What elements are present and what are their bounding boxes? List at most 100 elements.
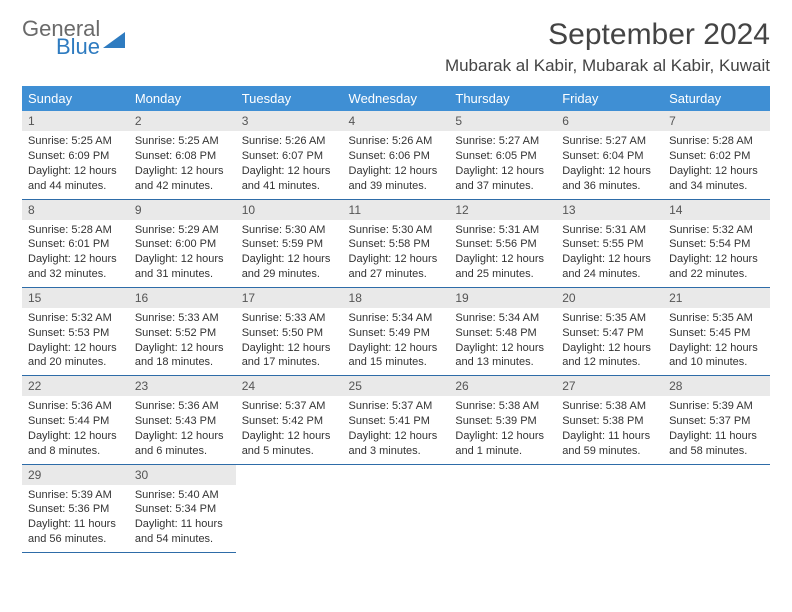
calendar-cell: 27Sunrise: 5:38 AMSunset: 5:38 PMDayligh… (556, 376, 663, 464)
day-info: Sunrise: 5:36 AMSunset: 5:43 PMDaylight:… (129, 396, 236, 463)
day-number: 12 (449, 200, 556, 220)
day-info: Sunrise: 5:39 AMSunset: 5:37 PMDaylight:… (663, 396, 770, 463)
day-info: Sunrise: 5:36 AMSunset: 5:44 PMDaylight:… (22, 396, 129, 463)
calendar-cell: 1Sunrise: 5:25 AMSunset: 6:09 PMDaylight… (22, 111, 129, 199)
calendar-cell: 18Sunrise: 5:34 AMSunset: 5:49 PMDayligh… (343, 287, 450, 375)
day-number: 28 (663, 376, 770, 396)
day-number: 5 (449, 111, 556, 131)
col-thursday: Thursday (449, 86, 556, 111)
day-info: Sunrise: 5:32 AMSunset: 5:53 PMDaylight:… (22, 308, 129, 375)
day-number: 15 (22, 288, 129, 308)
day-info: Sunrise: 5:27 AMSunset: 6:04 PMDaylight:… (556, 131, 663, 198)
calendar-cell: 21Sunrise: 5:35 AMSunset: 5:45 PMDayligh… (663, 287, 770, 375)
day-number: 29 (22, 465, 129, 485)
header: General Blue September 2024 Mubarak al K… (22, 18, 770, 76)
calendar-cell: 25Sunrise: 5:37 AMSunset: 5:41 PMDayligh… (343, 376, 450, 464)
day-info: Sunrise: 5:37 AMSunset: 5:41 PMDaylight:… (343, 396, 450, 463)
day-number: 20 (556, 288, 663, 308)
day-number: 25 (343, 376, 450, 396)
calendar-cell: 26Sunrise: 5:38 AMSunset: 5:39 PMDayligh… (449, 376, 556, 464)
logo-word2: Blue (56, 36, 100, 58)
calendar-cell: 29Sunrise: 5:39 AMSunset: 5:36 PMDayligh… (22, 464, 129, 552)
day-number: 4 (343, 111, 450, 131)
day-info: Sunrise: 5:28 AMSunset: 6:02 PMDaylight:… (663, 131, 770, 198)
day-number: 19 (449, 288, 556, 308)
day-info: Sunrise: 5:33 AMSunset: 5:50 PMDaylight:… (236, 308, 343, 375)
calendar-cell: 10Sunrise: 5:30 AMSunset: 5:59 PMDayligh… (236, 199, 343, 287)
calendar-cell: 2Sunrise: 5:25 AMSunset: 6:08 PMDaylight… (129, 111, 236, 199)
day-number: 22 (22, 376, 129, 396)
calendar-row: 1Sunrise: 5:25 AMSunset: 6:09 PMDaylight… (22, 111, 770, 199)
day-info: Sunrise: 5:29 AMSunset: 6:00 PMDaylight:… (129, 220, 236, 287)
day-number: 7 (663, 111, 770, 131)
calendar-cell: 16Sunrise: 5:33 AMSunset: 5:52 PMDayligh… (129, 287, 236, 375)
calendar-cell (449, 464, 556, 552)
day-info: Sunrise: 5:38 AMSunset: 5:39 PMDaylight:… (449, 396, 556, 463)
page-title: September 2024 (445, 18, 770, 52)
calendar-cell: 7Sunrise: 5:28 AMSunset: 6:02 PMDaylight… (663, 111, 770, 199)
day-number: 21 (663, 288, 770, 308)
day-info: Sunrise: 5:38 AMSunset: 5:38 PMDaylight:… (556, 396, 663, 463)
calendar-cell: 24Sunrise: 5:37 AMSunset: 5:42 PMDayligh… (236, 376, 343, 464)
calendar-row: 29Sunrise: 5:39 AMSunset: 5:36 PMDayligh… (22, 464, 770, 552)
calendar-row: 22Sunrise: 5:36 AMSunset: 5:44 PMDayligh… (22, 376, 770, 464)
calendar-row: 15Sunrise: 5:32 AMSunset: 5:53 PMDayligh… (22, 287, 770, 375)
day-number: 2 (129, 111, 236, 131)
col-tuesday: Tuesday (236, 86, 343, 111)
day-info: Sunrise: 5:30 AMSunset: 5:59 PMDaylight:… (236, 220, 343, 287)
col-monday: Monday (129, 86, 236, 111)
calendar-cell: 3Sunrise: 5:26 AMSunset: 6:07 PMDaylight… (236, 111, 343, 199)
day-info: Sunrise: 5:39 AMSunset: 5:36 PMDaylight:… (22, 485, 129, 552)
day-header-row: Sunday Monday Tuesday Wednesday Thursday… (22, 86, 770, 111)
day-number: 17 (236, 288, 343, 308)
day-number: 10 (236, 200, 343, 220)
day-info: Sunrise: 5:40 AMSunset: 5:34 PMDaylight:… (129, 485, 236, 552)
calendar-table: Sunday Monday Tuesday Wednesday Thursday… (22, 86, 770, 553)
day-info: Sunrise: 5:27 AMSunset: 6:05 PMDaylight:… (449, 131, 556, 198)
logo: General Blue (22, 18, 125, 58)
title-block: September 2024 Mubarak al Kabir, Mubarak… (445, 18, 770, 76)
day-number: 26 (449, 376, 556, 396)
calendar-cell: 20Sunrise: 5:35 AMSunset: 5:47 PMDayligh… (556, 287, 663, 375)
calendar-cell: 15Sunrise: 5:32 AMSunset: 5:53 PMDayligh… (22, 287, 129, 375)
day-info: Sunrise: 5:30 AMSunset: 5:58 PMDaylight:… (343, 220, 450, 287)
day-info: Sunrise: 5:33 AMSunset: 5:52 PMDaylight:… (129, 308, 236, 375)
day-number: 1 (22, 111, 129, 131)
calendar-cell: 12Sunrise: 5:31 AMSunset: 5:56 PMDayligh… (449, 199, 556, 287)
calendar-cell: 9Sunrise: 5:29 AMSunset: 6:00 PMDaylight… (129, 199, 236, 287)
calendar-cell: 13Sunrise: 5:31 AMSunset: 5:55 PMDayligh… (556, 199, 663, 287)
day-number: 6 (556, 111, 663, 131)
logo-triangle-icon (103, 30, 125, 48)
day-number: 16 (129, 288, 236, 308)
day-number: 13 (556, 200, 663, 220)
calendar-cell: 6Sunrise: 5:27 AMSunset: 6:04 PMDaylight… (556, 111, 663, 199)
calendar-cell: 28Sunrise: 5:39 AMSunset: 5:37 PMDayligh… (663, 376, 770, 464)
calendar-cell: 17Sunrise: 5:33 AMSunset: 5:50 PMDayligh… (236, 287, 343, 375)
day-info: Sunrise: 5:26 AMSunset: 6:06 PMDaylight:… (343, 131, 450, 198)
day-info: Sunrise: 5:31 AMSunset: 5:55 PMDaylight:… (556, 220, 663, 287)
day-info: Sunrise: 5:26 AMSunset: 6:07 PMDaylight:… (236, 131, 343, 198)
day-info: Sunrise: 5:37 AMSunset: 5:42 PMDaylight:… (236, 396, 343, 463)
calendar-cell: 14Sunrise: 5:32 AMSunset: 5:54 PMDayligh… (663, 199, 770, 287)
calendar-cell: 30Sunrise: 5:40 AMSunset: 5:34 PMDayligh… (129, 464, 236, 552)
day-number: 27 (556, 376, 663, 396)
calendar-row: 8Sunrise: 5:28 AMSunset: 6:01 PMDaylight… (22, 199, 770, 287)
day-number: 30 (129, 465, 236, 485)
calendar-cell: 19Sunrise: 5:34 AMSunset: 5:48 PMDayligh… (449, 287, 556, 375)
calendar-cell: 5Sunrise: 5:27 AMSunset: 6:05 PMDaylight… (449, 111, 556, 199)
location-subtitle: Mubarak al Kabir, Mubarak al Kabir, Kuwa… (445, 56, 770, 76)
calendar-cell: 23Sunrise: 5:36 AMSunset: 5:43 PMDayligh… (129, 376, 236, 464)
day-info: Sunrise: 5:34 AMSunset: 5:49 PMDaylight:… (343, 308, 450, 375)
day-number: 8 (22, 200, 129, 220)
day-info: Sunrise: 5:31 AMSunset: 5:56 PMDaylight:… (449, 220, 556, 287)
day-info: Sunrise: 5:34 AMSunset: 5:48 PMDaylight:… (449, 308, 556, 375)
day-info: Sunrise: 5:35 AMSunset: 5:45 PMDaylight:… (663, 308, 770, 375)
col-saturday: Saturday (663, 86, 770, 111)
day-info: Sunrise: 5:25 AMSunset: 6:09 PMDaylight:… (22, 131, 129, 198)
calendar-cell (236, 464, 343, 552)
day-number: 18 (343, 288, 450, 308)
day-number: 24 (236, 376, 343, 396)
day-info: Sunrise: 5:35 AMSunset: 5:47 PMDaylight:… (556, 308, 663, 375)
day-number: 11 (343, 200, 450, 220)
col-friday: Friday (556, 86, 663, 111)
